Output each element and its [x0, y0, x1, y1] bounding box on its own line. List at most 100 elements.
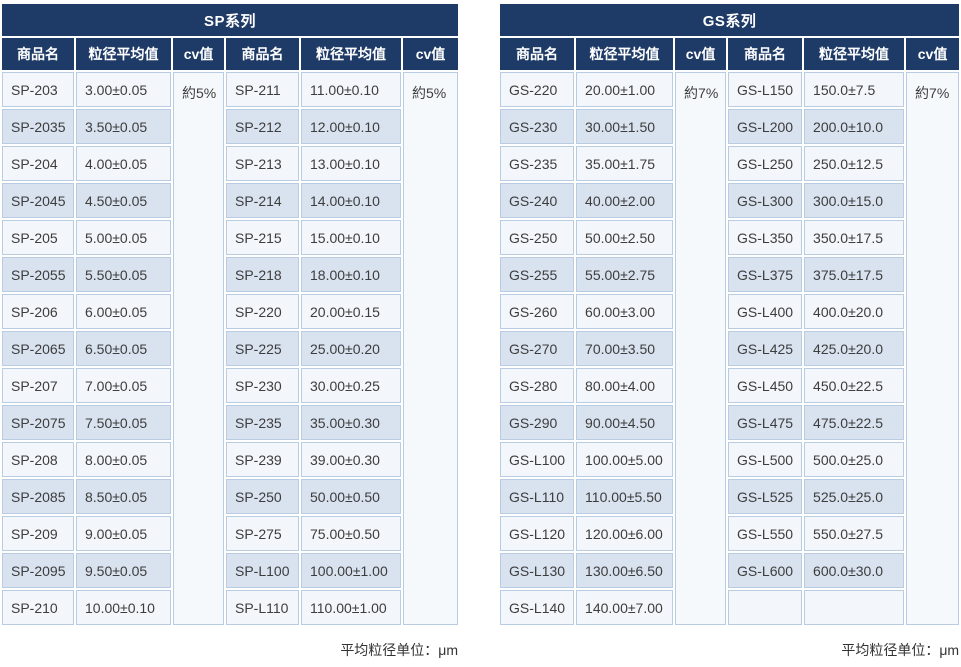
product-name-cell: GS-230 [500, 109, 575, 144]
product-name-cell: GS-250 [500, 220, 575, 255]
product-name-cell: GS-290 [500, 405, 575, 440]
product-name-cell: SP-235 [226, 405, 299, 440]
gs-table-body: GS-220 20.00±1.00 約7% GS-L150 150.0±7.5 約7% GS… [500, 72, 960, 625]
particle-size-cell: 80.00±4.00 [576, 368, 674, 403]
particle-size-cell: 35.00±0.30 [301, 405, 401, 440]
particle-size-cell: 39.00±0.30 [301, 442, 401, 477]
product-name-cell: GS-240 [500, 183, 575, 218]
product-name-cell: GS-280 [500, 368, 575, 403]
column-header-particle-size: 粒径平均值 [576, 38, 674, 70]
column-header-row: 商品名 粒径平均值 cv值 商品名 粒径平均值 cv值 [2, 38, 459, 70]
product-name-cell: GS-L250 [728, 146, 803, 181]
product-name-cell: SP-215 [226, 220, 299, 255]
particle-size-cell: 150.0±7.5 [804, 72, 905, 107]
table-title-row: GS系列 [500, 4, 960, 36]
particle-size-cell: 4.50±0.05 [76, 183, 171, 218]
product-name-cell: SP-210 [2, 590, 74, 625]
table-row: SP-2095 9.50±0.05 SP-L100 100.00±1.00 [2, 553, 458, 588]
particle-size-cell: 100.00±1.00 [301, 553, 401, 588]
particle-size-cell: 35.00±1.75 [576, 146, 674, 181]
column-header-cv: cv值 [173, 38, 224, 70]
product-name-cell: SP-214 [226, 183, 299, 218]
product-name-cell: SP-275 [226, 516, 299, 551]
table-row: SP-2075 7.50±0.05 SP-235 35.00±0.30 [2, 405, 458, 440]
table-row: GS-260 60.00±3.00 GS-L400 400.0±20.0 [500, 294, 959, 329]
product-name-cell: GS-235 [500, 146, 575, 181]
product-name-cell: SP-211 [226, 72, 299, 107]
particle-size-cell: 3.50±0.05 [76, 109, 171, 144]
product-name-cell: SP-2075 [2, 405, 74, 440]
particle-size-cell: 9.00±0.05 [76, 516, 171, 551]
table-row: SP-204 4.00±0.05 SP-213 13.00±0.10 [2, 146, 458, 181]
sp-series-table: SP系列 商品名 粒径平均值 cv值 商品名 粒径平均值 cv值 SP-203 3… [0, 2, 460, 627]
particle-size-cell: 100.00±5.00 [576, 442, 674, 477]
product-name-cell: SP-2035 [2, 109, 74, 144]
product-name-cell: GS-L150 [728, 72, 803, 107]
product-name-cell: GS-L475 [728, 405, 803, 440]
product-name-cell: SP-225 [226, 331, 299, 366]
particle-size-cell: 140.00±7.00 [576, 590, 674, 625]
particle-size-cell: 60.00±3.00 [576, 294, 674, 329]
product-name-cell: GS-L130 [500, 553, 575, 588]
product-name-cell: SP-203 [2, 72, 74, 107]
particle-size-cell: 18.00±0.10 [301, 257, 401, 292]
product-name-cell: GS-L500 [728, 442, 803, 477]
product-name-cell: GS-220 [500, 72, 575, 107]
cv-value-cell: 約5% [173, 72, 224, 625]
particle-size-cell: 14.00±0.10 [301, 183, 401, 218]
particle-size-cell: 6.00±0.05 [76, 294, 171, 329]
particle-size-cell [804, 590, 905, 625]
particle-size-cell: 90.00±4.50 [576, 405, 674, 440]
particle-size-cell: 550.0±27.5 [804, 516, 905, 551]
cv-value-cell: 約7% [675, 72, 727, 625]
product-name-cell: GS-L600 [728, 553, 803, 588]
product-name-cell: GS-L120 [500, 516, 575, 551]
sp-series-block: SP系列 商品名 粒径平均值 cv值 商品名 粒径平均值 cv值 SP-203 3… [0, 2, 460, 660]
column-header-particle-size: 粒径平均值 [301, 38, 401, 70]
product-name-cell: SP-212 [226, 109, 299, 144]
particle-size-cell: 200.0±10.0 [804, 109, 905, 144]
particle-size-cell: 110.00±5.50 [576, 479, 674, 514]
particle-size-cell: 55.00±2.75 [576, 257, 674, 292]
table-row: SP-2035 3.50±0.05 SP-212 12.00±0.10 [2, 109, 458, 144]
particle-size-cell: 50.00±2.50 [576, 220, 674, 255]
table-row: GS-L110 110.00±5.50 GS-L525 525.0±25.0 [500, 479, 959, 514]
particle-size-cell: 130.00±6.50 [576, 553, 674, 588]
particle-size-cell: 7.00±0.05 [76, 368, 171, 403]
table-row: SP-2085 8.50±0.05 SP-250 50.00±0.50 [2, 479, 458, 514]
table-row: SP-2065 6.50±0.05 SP-225 25.00±0.20 [2, 331, 458, 366]
product-name-cell: GS-L350 [728, 220, 803, 255]
table-row: GS-L100 100.00±5.00 GS-L500 500.0±25.0 [500, 442, 959, 477]
particle-size-cell: 20.00±0.15 [301, 294, 401, 329]
particle-size-cell: 120.00±6.00 [576, 516, 674, 551]
column-header-cv: cv值 [675, 38, 727, 70]
product-name-cell: SP-2085 [2, 479, 74, 514]
product-name-cell: SP-2065 [2, 331, 74, 366]
particle-size-cell: 250.0±12.5 [804, 146, 905, 181]
table-row: SP-205 5.00±0.05 SP-215 15.00±0.10 [2, 220, 458, 255]
particle-size-cell: 300.0±15.0 [804, 183, 905, 218]
product-name-cell: SP-L100 [226, 553, 299, 588]
cv-value-cell: 約7% [906, 72, 960, 625]
particle-size-cell: 7.50±0.05 [76, 405, 171, 440]
particle-size-cell: 30.00±1.50 [576, 109, 674, 144]
particle-size-cell: 40.00±2.00 [576, 183, 674, 218]
table-row: GS-255 55.00±2.75 GS-L375 375.0±17.5 [500, 257, 959, 292]
table-row: GS-220 20.00±1.00 約7% GS-L150 150.0±7.5 約7% [500, 72, 960, 625]
particle-size-cell: 5.00±0.05 [76, 220, 171, 255]
column-header-product-name: 商品名 [728, 38, 803, 70]
product-name-cell: SP-239 [226, 442, 299, 477]
particle-size-cell: 5.50±0.05 [76, 257, 171, 292]
particle-size-cell: 10.00±0.10 [76, 590, 171, 625]
table-row: GS-280 80.00±4.00 GS-L450 450.0±22.5 [500, 368, 959, 403]
column-header-product-name: 商品名 [2, 38, 74, 70]
column-header-particle-size: 粒径平均值 [76, 38, 171, 70]
product-name-cell: SP-2055 [2, 257, 74, 292]
product-name-cell: GS-L200 [728, 109, 803, 144]
table-row: SP-207 7.00±0.05 SP-230 30.00±0.25 [2, 368, 458, 403]
particle-size-cell: 70.00±3.50 [576, 331, 674, 366]
particle-size-cell: 475.0±22.5 [804, 405, 905, 440]
table-row: SP-209 9.00±0.05 SP-275 75.00±0.50 [2, 516, 458, 551]
particle-size-cell: 400.0±20.0 [804, 294, 905, 329]
